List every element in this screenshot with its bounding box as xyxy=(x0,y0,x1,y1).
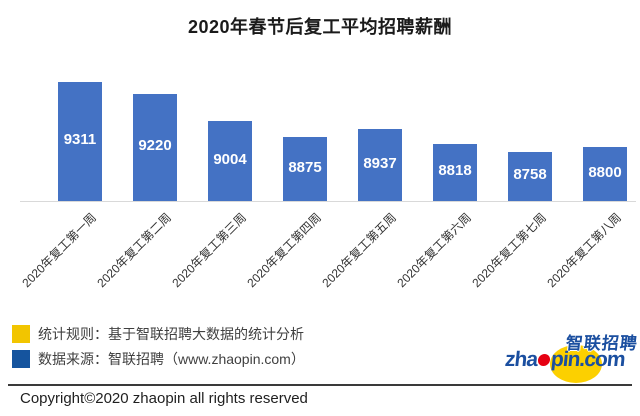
legend-swatch-yellow xyxy=(12,325,30,343)
footer-divider xyxy=(8,384,632,386)
bar: 8875 xyxy=(283,137,327,201)
bar: 9220 xyxy=(133,94,177,201)
bar: 9311 xyxy=(58,82,102,201)
x-axis-label: 2020年复工第八周 xyxy=(544,210,625,291)
x-axis-label: 2020年复工第二周 xyxy=(94,210,175,291)
x-axis-line xyxy=(20,201,636,202)
bar: 8758 xyxy=(508,152,552,201)
x-axis-label: 2020年复工第六周 xyxy=(394,210,475,291)
bar-value-label: 8818 xyxy=(438,162,472,179)
logo-text-pre: zha xyxy=(503,348,539,371)
x-axis-label: 2020年复工第七周 xyxy=(469,210,550,291)
bar-value-label: 8800 xyxy=(588,163,622,181)
bar: 9004 xyxy=(208,121,252,201)
logo-latin-brand-text: zha pin.com xyxy=(504,348,626,372)
bar-value-label: 9220 xyxy=(138,137,172,154)
legend-label: 数据来源：智联招聘（www.zhaopin.com） xyxy=(38,351,305,367)
x-axis-label: 2020年复工第四周 xyxy=(244,210,325,291)
copyright-text: Copyright©2020 zhaopin all rights reserv… xyxy=(20,390,308,407)
logo-text-post: pin.com xyxy=(549,348,626,371)
x-axis-label: 2020年复工第三周 xyxy=(169,210,250,291)
page-title: 2020年春节后复工平均招聘薪酬 xyxy=(187,17,453,37)
legend-swatch-blue xyxy=(12,350,30,368)
legend: 统计规则：基于智联招聘大数据的统计分析 数据来源：智联招聘（www.zhaopi… xyxy=(12,325,305,375)
bar-value-label: 8875 xyxy=(288,158,322,176)
bar: 8818 xyxy=(433,144,477,201)
bar: 8937 xyxy=(358,129,402,201)
bar-value-label: 9004 xyxy=(213,150,247,168)
logo-yellow-circle-icon xyxy=(550,345,602,383)
plot-area: 9311 9220 9004 8875 8937 8818 8758 8800 xyxy=(0,0,640,202)
legend-label: 统计规则：基于智联招聘大数据的统计分析 xyxy=(38,326,304,342)
bar-value-label: 8758 xyxy=(513,166,547,183)
logo-red-dot-icon xyxy=(537,354,551,366)
zhaopin-logo: 智联招聘 zha pin.com xyxy=(504,328,639,383)
legend-item-statistics-rule: 统计规则：基于智联招聘大数据的统计分析 xyxy=(12,325,305,343)
bar: 8800 xyxy=(583,147,627,201)
x-axis-label: 2020年复工第一周 xyxy=(19,210,100,291)
x-axis-label: 2020年复工第五周 xyxy=(319,210,400,291)
bar-value-label: 9311 xyxy=(63,131,97,148)
bar-value-label: 8937 xyxy=(363,154,397,172)
legend-item-data-source: 数据来源：智联招聘（www.zhaopin.com） xyxy=(12,350,305,368)
